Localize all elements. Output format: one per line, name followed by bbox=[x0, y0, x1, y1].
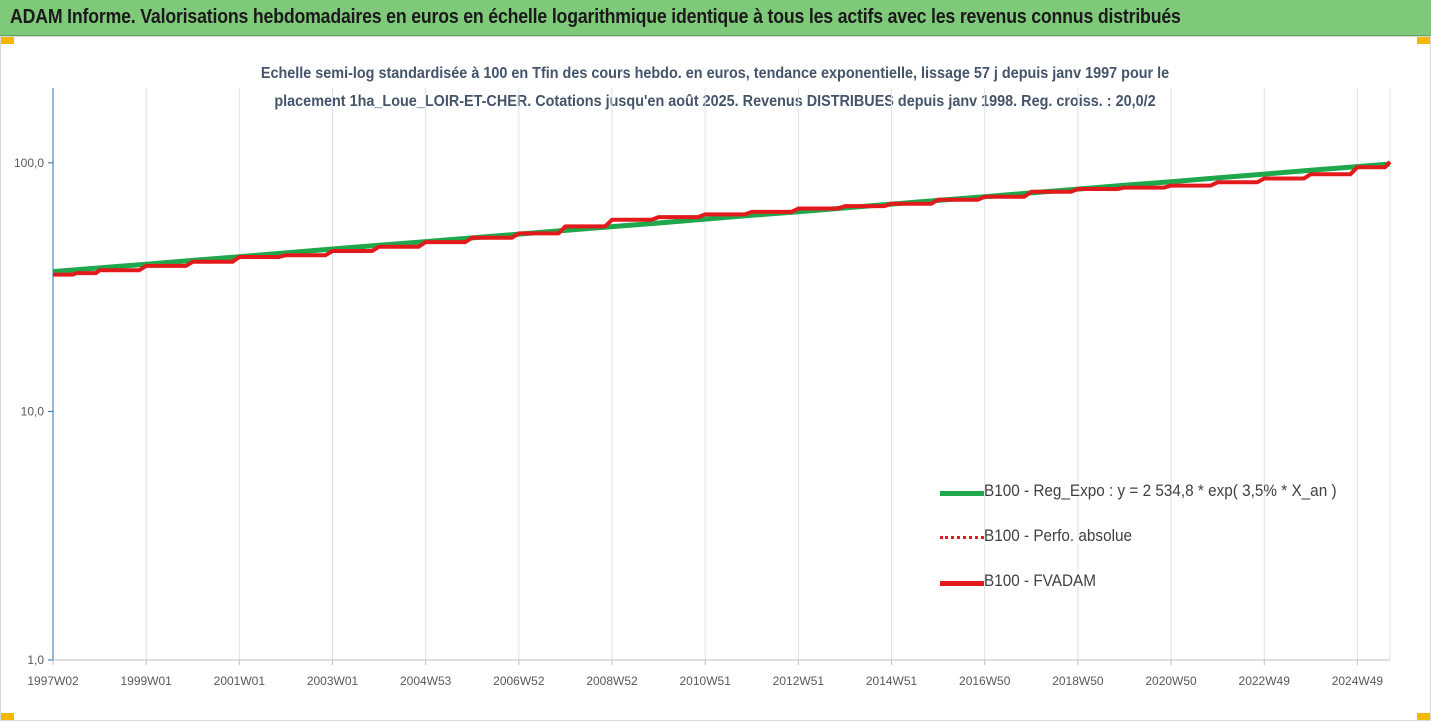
tick-labels: 1,0 10,0 100,0 1997W02 1999W01 2001W01 2003W01… bbox=[14, 156, 1383, 688]
series-line-perfo-absolue bbox=[53, 161, 1391, 276]
x-tick-label: 2018W50 bbox=[1052, 674, 1104, 688]
y-tick-label: 1,0 bbox=[27, 653, 44, 667]
legend-item-fvadam: B100 - FVADAM bbox=[938, 568, 1408, 613]
y-tick-label: 100,0 bbox=[14, 156, 44, 170]
axes bbox=[48, 88, 1390, 665]
legend-swatch-perfo-absolue bbox=[940, 536, 984, 539]
x-tick-label: 2010W51 bbox=[680, 674, 732, 688]
series-lines bbox=[52, 160, 1392, 277]
x-tick-label: 2024W49 bbox=[1332, 674, 1384, 688]
chart-subtitle-line-1: Echelle semi-log standardisée à 100 en T… bbox=[260, 65, 1170, 82]
chart-subtitle-line-2: placement 1ha_Loue_LOIR-ET-CHER. Cotatio… bbox=[274, 93, 1156, 110]
corner-accent-top-left bbox=[0, 36, 14, 44]
x-tick-label: 1999W01 bbox=[120, 674, 172, 688]
x-tick-label: 2016W50 bbox=[959, 674, 1011, 688]
legend-label-reg-expo: B100 - Reg_Expo : y = 2 534,8 * exp( 3,5… bbox=[984, 481, 1337, 500]
x-tick-label: 1997W02 bbox=[27, 674, 79, 688]
x-tick-label: 2006W52 bbox=[493, 674, 545, 688]
x-tick-label: 2022W49 bbox=[1239, 674, 1291, 688]
corner-accent-bottom-left bbox=[0, 713, 14, 721]
x-tick-label: 2008W52 bbox=[586, 674, 638, 688]
x-tick-label: 2001W01 bbox=[214, 674, 266, 688]
legend-swatch-fvadam bbox=[940, 581, 984, 586]
corner-accent-bottom-right bbox=[1417, 713, 1431, 721]
report-title: ADAM Informe. Valorisations hebdomadaire… bbox=[10, 6, 1181, 28]
x-tick-label: 2014W51 bbox=[866, 674, 918, 688]
x-tick-label: 2012W51 bbox=[773, 674, 825, 688]
chart-legend: B100 - Reg_Expo : y = 2 534,8 * exp( 3,5… bbox=[938, 478, 1408, 613]
vertical-grid bbox=[145, 88, 1391, 660]
legend-item-reg-expo: B100 - Reg_Expo : y = 2 534,8 * exp( 3,5… bbox=[938, 478, 1408, 523]
legend-item-perfo-absolue: B100 - Perfo. absolue bbox=[938, 523, 1408, 568]
y-tick-label: 10,0 bbox=[21, 404, 45, 418]
corner-accent-top-right bbox=[1417, 36, 1431, 44]
legend-label-perfo-absolue: B100 - Perfo. absolue bbox=[984, 526, 1133, 545]
legend-label-fvadam: B100 - FVADAM bbox=[984, 571, 1096, 590]
report-header: ADAM Informe. Valorisations hebdomadaire… bbox=[0, 0, 1431, 36]
legend-swatch-reg-expo bbox=[940, 491, 984, 496]
series-line-reg-expo bbox=[52, 161, 1391, 275]
x-tick-label: 2003W01 bbox=[307, 674, 359, 688]
x-tick-label: 2020W50 bbox=[1145, 674, 1197, 688]
x-tick-label: 2004W53 bbox=[400, 674, 452, 688]
